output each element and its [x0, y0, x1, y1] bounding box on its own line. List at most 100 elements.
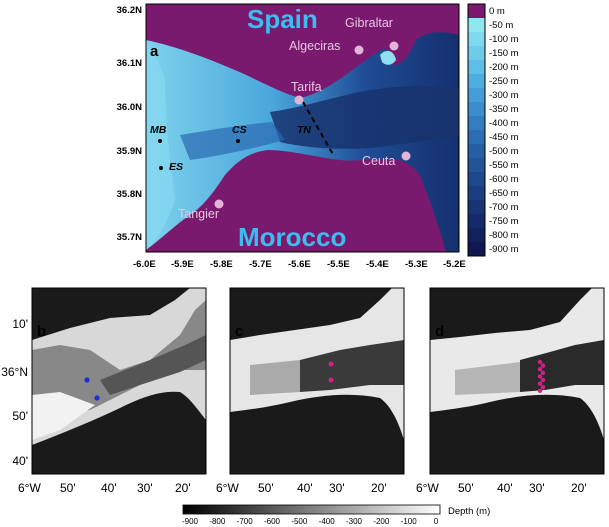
lat-tick: 35.7N: [117, 232, 142, 243]
colorbar-label: -750 m: [489, 216, 519, 227]
site-label-tn: TN: [297, 124, 311, 136]
lat-tick: 36°N: [1, 365, 28, 379]
lon-tick: 50': [60, 481, 76, 495]
colorbar-tick-label: -600: [264, 517, 281, 526]
section-points-d: [537, 359, 546, 393]
depth-colorbar-a: 0 m -50 m -100 m -150 m -200 m -250 m -300 m -3…: [467, 3, 519, 257]
colorbar-tick-label: -500: [291, 517, 308, 526]
place-label-ceuta: Ceuta: [362, 154, 395, 168]
place-label-algeciras: Algeciras: [289, 39, 340, 53]
lon-tick: -5.2E: [443, 259, 466, 270]
colorbar-tick-label: -200: [373, 517, 390, 526]
colorbar-label: 0 m: [489, 6, 505, 17]
colorbar-label: -550 m: [489, 160, 519, 171]
lon-tick: -5.6E: [288, 259, 311, 270]
section-point: [540, 363, 546, 368]
site-label-cs: CS: [232, 124, 247, 136]
section-point: [537, 359, 543, 365]
colorbar-swatch: [468, 74, 485, 89]
colorbar-label: -200 m: [489, 62, 519, 73]
lon-tick: -5.8E: [210, 259, 233, 270]
panel-label-a: a: [150, 43, 159, 60]
panel-d-map: d 6°W 50' 40' 30' 20': [416, 287, 605, 495]
colorbar-label: -150 m: [489, 48, 519, 59]
colorbar-label: -350 m: [489, 104, 519, 115]
lon-tick: -5.5E: [327, 259, 350, 270]
site-label-es: ES: [169, 161, 183, 173]
colorbar-swatch: [468, 60, 485, 75]
section-point: [537, 388, 543, 393]
panel-label-c: c: [235, 323, 243, 340]
panel-a-map: Spain Morocco Gibraltar Algeciras Tarifa…: [117, 3, 466, 270]
colorbar-swatch: [468, 130, 485, 145]
lat-tick: 40': [12, 454, 28, 468]
colorbar-title: Depth (m): [448, 506, 490, 517]
colorbar-tick-label: -300: [346, 517, 363, 526]
lon-tick: 20': [371, 481, 387, 495]
colorbar-swatch: [468, 102, 485, 117]
panel-label-b: b: [37, 323, 46, 340]
colorbar-tick-label: -700: [237, 517, 254, 526]
colorbar-label: -900 m: [489, 244, 519, 255]
lat-tick: 35.9N: [117, 146, 142, 157]
colorbar-swatch: [468, 88, 485, 103]
colorbar-swatch: [468, 32, 485, 47]
lon-tick: 30': [529, 481, 545, 495]
lon-tick: 40': [101, 481, 117, 495]
lat-tick: 36.2N: [117, 5, 142, 16]
section-point: [540, 370, 546, 375]
colorbar-label: -650 m: [489, 188, 519, 199]
site-label-mb: MB: [150, 124, 167, 136]
colorbar-swatch: [468, 116, 485, 131]
lat-tick: 36.1N: [117, 58, 142, 69]
place-label-tarifa: Tarifa: [291, 80, 322, 94]
section-point: [540, 377, 546, 383]
section-point: [328, 361, 334, 367]
colorbar-swatch: [468, 228, 485, 243]
section-point: [540, 385, 546, 390]
colorbar-tick-label: -400: [319, 517, 336, 526]
lat-tick: 36.0N: [117, 102, 142, 113]
colorbar-swatch: [468, 200, 485, 215]
colorbar-label: -50 m: [489, 20, 513, 31]
colorbar-swatch: [468, 144, 485, 159]
place-label-tangier: Tangier: [178, 207, 219, 221]
colorbar-label: -250 m: [489, 76, 519, 87]
colorbar-swatch: [468, 214, 485, 229]
ceuta-marker: [401, 151, 411, 161]
colorbar-tick-label: 0: [434, 517, 439, 526]
depth-colorbar-grey: -900 -800 -700 -600 -500 -400 -300 -200 -100 0 De…: [182, 504, 490, 526]
colorbar-label: -600 m: [489, 174, 519, 185]
colorbar-tick-label: -800: [209, 517, 226, 526]
lat-tick: 50': [12, 409, 28, 423]
colorbar-label: -800 m: [489, 230, 519, 241]
section-point: [328, 377, 334, 383]
place-label-gibraltar: Gibraltar: [345, 16, 393, 30]
lon-tick: 30': [137, 481, 153, 495]
gibraltar-marker: [389, 41, 399, 51]
algeciras-marker: [354, 45, 364, 55]
panel-b-map: b 10' 36°N 50' 40' 6°W 50' 40' 30' 20': [1, 287, 207, 495]
country-label-spain: Spain: [247, 4, 318, 34]
section-line: [302, 101, 335, 157]
lon-tick: 6°W: [416, 481, 439, 495]
lon-tick: -6.0E: [133, 259, 156, 270]
section-point: [537, 381, 543, 386]
lon-tick: -5.9E: [171, 259, 194, 270]
colorbar-swatch: [468, 186, 485, 201]
section-point: [537, 374, 543, 379]
lon-tick: 50': [258, 481, 274, 495]
panel-label-d: d: [435, 323, 444, 340]
lon-tick: 6°W: [216, 481, 239, 495]
tangier-marker: [214, 199, 224, 209]
lon-tick: -5.7E: [249, 259, 272, 270]
lon-tick: 20': [175, 481, 191, 495]
lon-tick: -5.4E: [366, 259, 389, 270]
lon-tick: 20': [571, 481, 587, 495]
panel-c-map: c 6°W 50' 40' 30' 20': [216, 287, 405, 495]
colorbar-swatch: [468, 46, 485, 61]
colorbar-swatch: [468, 18, 485, 33]
colorbar-tick-label: -100: [401, 517, 418, 526]
lon-tick: 40': [497, 481, 513, 495]
